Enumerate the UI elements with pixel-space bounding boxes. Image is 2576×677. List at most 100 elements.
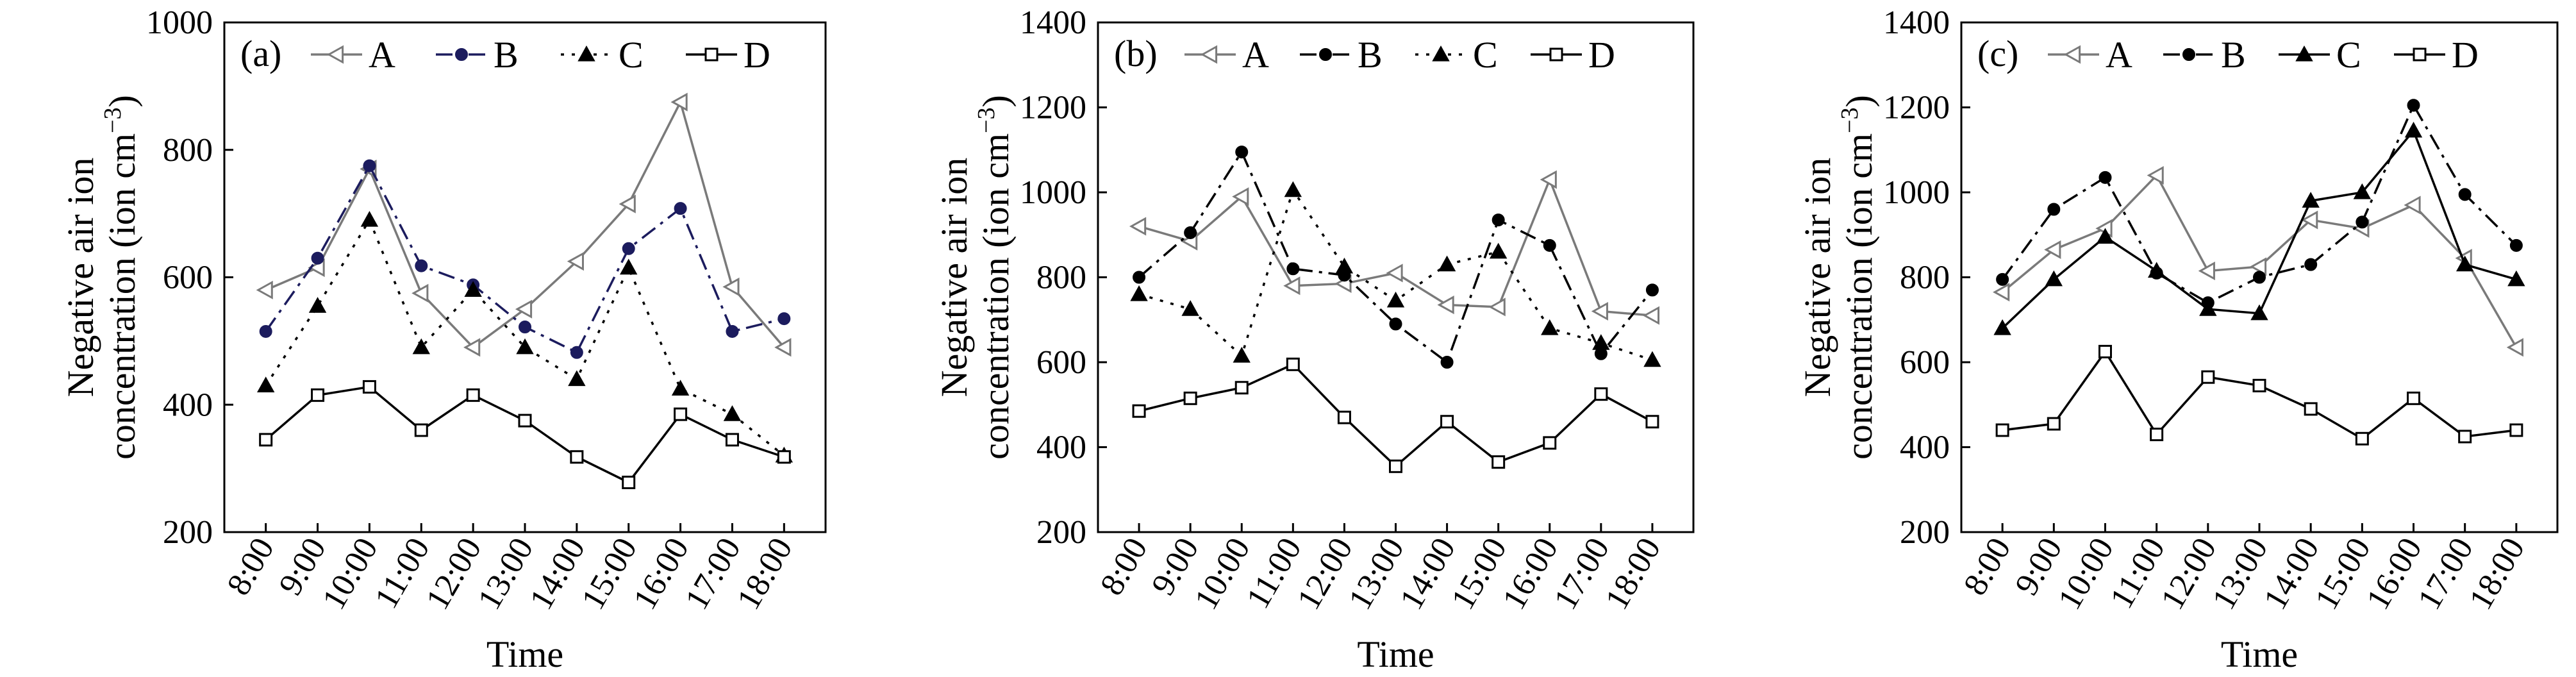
y-axis-title-superscript: −3 — [973, 107, 1000, 133]
x-tick-label: 14:00 — [1393, 532, 1463, 616]
y-axis-title-line1: Negative air ion — [1797, 158, 1838, 397]
data-point-C — [2302, 192, 2320, 208]
data-point-C — [620, 258, 638, 275]
x-axis-title: Time — [1357, 633, 1434, 675]
data-point-A — [670, 92, 688, 112]
data-point-D — [777, 450, 791, 464]
data-point-B — [2304, 258, 2318, 271]
plot-frame — [223, 21, 827, 533]
data-point-C — [1592, 334, 1610, 350]
legend-marker — [326, 45, 344, 64]
data-point-B — [1996, 272, 2009, 286]
y-axis-title-close-paren: ) — [1838, 95, 1880, 107]
legend-entry-C: C — [1415, 34, 1498, 76]
data-point-D — [2304, 402, 2318, 416]
data-point-A — [1437, 296, 1454, 315]
data-point-D — [1389, 459, 1402, 473]
legend-entry-B: B — [2163, 34, 2246, 76]
data-point-C — [360, 211, 379, 227]
data-point-B — [1492, 213, 1505, 227]
data-point-C — [1438, 255, 1456, 272]
data-point-C — [723, 405, 742, 421]
data-point-A — [1993, 283, 2010, 302]
legend-label: A — [1242, 34, 1269, 76]
data-point-B — [2253, 271, 2266, 284]
data-point-A — [619, 194, 636, 213]
data-point-B — [259, 324, 272, 338]
legend-entry-D: D — [686, 34, 770, 76]
data-point-B — [1440, 356, 1454, 369]
y-tick-label: 200 — [1900, 514, 1950, 551]
y-axis-title-line2: concentration (ion cm−3) — [99, 95, 143, 460]
legend-marker — [2295, 45, 2313, 62]
x-axis-title: Time — [2221, 633, 2298, 675]
y-tick-label: 1400 — [1020, 4, 1086, 41]
legend-label: D — [1588, 34, 1615, 76]
x-tick-label: 12:00 — [419, 532, 489, 616]
data-point-A — [567, 252, 584, 271]
data-point-A — [1642, 306, 1660, 325]
data-point-C — [1233, 347, 1251, 363]
x-tick-label: 8:00 — [1093, 532, 1155, 602]
data-point-C — [1181, 300, 1199, 316]
data-point-D — [2407, 391, 2421, 405]
legend-label: B — [2221, 34, 2246, 76]
legend-entry-A: A — [2048, 34, 2132, 76]
x-tick-label: 17:00 — [2411, 532, 2480, 616]
x-tick-label: 15:00 — [2308, 532, 2378, 616]
legend-entry-D: D — [1531, 34, 1615, 76]
data-point-D — [259, 433, 273, 447]
data-point-D — [466, 388, 480, 402]
data-point-C — [1284, 181, 1302, 197]
legend-marker — [1432, 45, 1450, 62]
data-point-C — [2147, 262, 2166, 278]
legend-label: C — [619, 34, 644, 76]
data-point-D — [362, 380, 376, 394]
y-tick-label: 1000 — [1020, 174, 1086, 211]
data-point-B — [2458, 188, 2472, 201]
data-point-C — [1489, 242, 1508, 259]
data-point-A — [722, 277, 740, 296]
data-point-D — [1234, 381, 1249, 395]
data-point-C — [308, 297, 327, 313]
legend-marker — [2413, 47, 2427, 62]
data-point-B — [1133, 271, 1146, 284]
data-point-D — [1132, 404, 1146, 418]
series-line-D — [1138, 363, 1653, 468]
x-tick-label: 8:00 — [220, 532, 281, 602]
legend-label: B — [494, 34, 519, 76]
data-point-C — [568, 370, 586, 387]
y-tick-label: 1200 — [1020, 90, 1086, 126]
legend-marker — [704, 47, 719, 62]
data-point-B — [1286, 262, 1300, 276]
data-point-A — [1232, 187, 1249, 206]
chart-panel-b: 2004006008001000120014008:009:0010:0011:… — [933, 4, 1695, 675]
data-point-D — [311, 388, 325, 402]
data-point-C — [464, 281, 482, 297]
y-tick-label: 200 — [163, 514, 213, 551]
chart-panel-c: 2004006008001000120014008:009:0010:0011:… — [1797, 4, 2559, 675]
legend-marker — [1319, 48, 1332, 61]
data-point-A — [2404, 196, 2421, 215]
data-point-D — [2355, 431, 2369, 446]
data-point-A — [515, 299, 533, 319]
series-line-B — [1138, 149, 1654, 364]
data-point-A — [256, 280, 273, 299]
data-point-C — [412, 338, 430, 355]
data-point-D — [2509, 423, 2523, 437]
x-tick-label: 17:00 — [678, 532, 748, 616]
x-tick-label: 18:00 — [2463, 532, 2532, 616]
x-tick-label: 17:00 — [1547, 532, 1617, 616]
series-line-D — [2002, 349, 2517, 440]
data-point-B — [1235, 146, 1249, 159]
data-point-A — [1591, 301, 1608, 321]
y-tick-label: 400 — [163, 387, 213, 423]
data-point-A — [1386, 263, 1403, 283]
y-tick-label: 1400 — [1883, 4, 1950, 41]
data-point-D — [2201, 370, 2215, 384]
x-axis-title: Time — [486, 633, 563, 675]
x-tick-label: 13:00 — [2206, 532, 2275, 616]
y-axis-title-line1: Negative air ion — [60, 158, 101, 397]
x-tick-label: 15:00 — [1444, 532, 1514, 616]
x-tick-label: 18:00 — [730, 532, 800, 616]
